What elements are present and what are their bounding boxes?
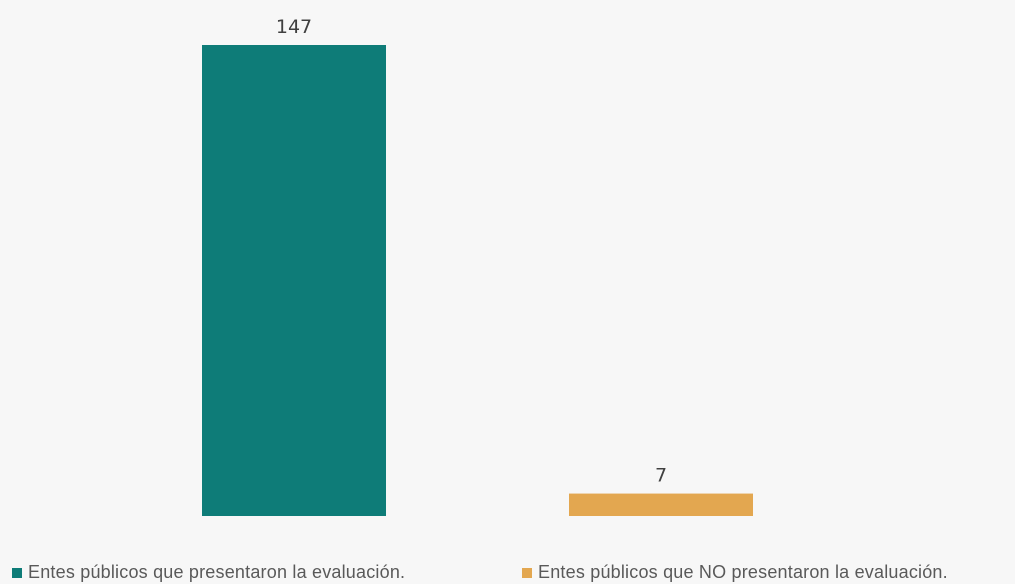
data-label-presentaron: 147: [276, 16, 312, 38]
bars-layer: [202, 45, 753, 516]
legend-swatch-presentaron: [12, 567, 22, 578]
chart-legend: Entes públicos que presentaron la evalua…: [0, 562, 1015, 584]
legend-label-no-presentaron: Entes públicos que NO presentaron la eva…: [538, 562, 948, 582]
legend-item-presentaron: Entes públicos que presentaron la evalua…: [12, 562, 405, 583]
bar-chart: 147 7: [202, 16, 753, 516]
bar-presentaron: [202, 45, 386, 516]
data-labels-layer: 147 7: [276, 16, 667, 487]
data-label-no-presentaron: 7: [655, 465, 667, 487]
legend-label-presentaron: Entes públicos que presentaron la evalua…: [28, 562, 406, 582]
legend-swatch-no-presentaron: [522, 567, 532, 578]
bar-no-presentaron: [569, 493, 753, 516]
legend-item-no-presentaron: Entes públicos que NO presentaron la eva…: [522, 562, 948, 583]
